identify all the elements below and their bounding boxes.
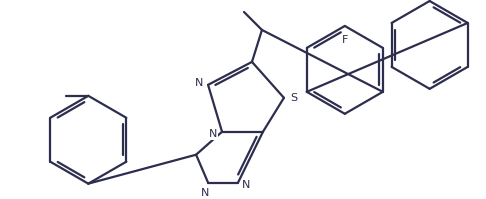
Text: N: N bbox=[201, 188, 209, 198]
Text: F: F bbox=[342, 35, 348, 45]
Text: N: N bbox=[209, 129, 217, 139]
Text: N: N bbox=[242, 180, 250, 190]
Text: N: N bbox=[195, 78, 203, 88]
Text: S: S bbox=[290, 93, 297, 103]
